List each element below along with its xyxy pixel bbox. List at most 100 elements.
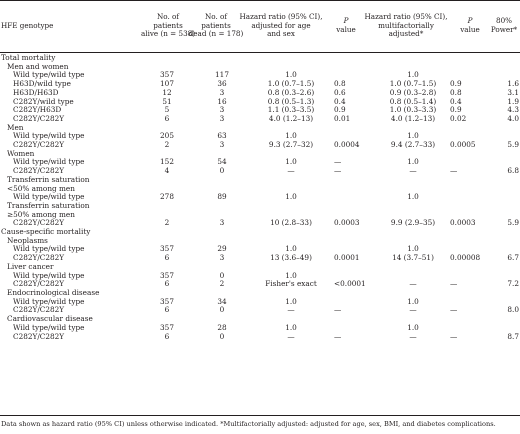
p-value-2: 0.02: [450, 114, 467, 123]
hazard-ratio-multifactorial: —: [409, 280, 417, 289]
hazard-ratio-multifactorial: [376, 315, 450, 324]
row-label: Wild type/wild type: [13, 71, 85, 80]
power-value: 4.0: [507, 114, 519, 123]
hazard-ratio-age-sex: 0.8 (0.3–2.6): [267, 88, 315, 97]
hazard-ratio-multifactorial: 1.0: [407, 245, 419, 254]
dead-count: 34: [217, 297, 227, 306]
p-value-1: 0.6: [334, 88, 346, 97]
p-value-1: 0.0003: [334, 219, 360, 228]
power-value: [490, 211, 520, 220]
alive-count: 6: [164, 280, 170, 289]
hazard-ratio-age-sex: 1.0: [285, 71, 297, 80]
hazard-ratio-age-sex: 1.0: [285, 297, 297, 306]
p-value-1: [334, 63, 376, 72]
hazard-ratio-multifactorial: [376, 237, 450, 246]
hazard-ratio-multifactorial: [376, 202, 450, 211]
alive-count: 278: [160, 193, 174, 202]
p-value-2: [450, 158, 490, 167]
dead-count: 3: [219, 141, 225, 150]
table-row: Wild type/wild type 357 34 1.0 1.0: [0, 298, 520, 307]
hazard-ratio-multifactorial: [376, 185, 450, 194]
power-value: 1.9: [507, 97, 519, 106]
dead-count: 0: [219, 167, 225, 176]
table-row: Women: [0, 150, 520, 159]
dead-count: [196, 124, 248, 133]
hazard-ratio-multifactorial: 4.0 (1.2–13): [390, 114, 436, 123]
p-value-2: [450, 54, 490, 63]
p-value-1: [334, 245, 376, 254]
hazard-ratio-multifactorial: [376, 150, 450, 159]
p-value-2: —: [450, 280, 458, 289]
p-value-1: [334, 202, 376, 211]
p-value-1: 0.0004: [334, 141, 360, 150]
alive-count: [138, 202, 196, 211]
p-value-2: [450, 202, 490, 211]
power-value: [490, 132, 520, 141]
alive-count: [138, 263, 196, 272]
table-row: <50% among men: [0, 185, 520, 194]
table-row: H63D/wild type 107 36 1.0 (0.7–1.5) 0.8 1.0 (…: [0, 80, 520, 89]
p-value-2: 0.9: [450, 80, 462, 89]
hazard-ratio-multifactorial: [376, 63, 450, 72]
row-label: Total mortality: [1, 54, 56, 62]
power-value: [490, 63, 520, 72]
power-value: 8.7: [507, 332, 519, 341]
dead-count: 3: [219, 88, 225, 97]
p-value-2: [450, 263, 490, 272]
alive-count: 2: [164, 141, 170, 150]
table-row: C282Y/H63D 5 3 1.1 (0.3–3.5) 0.9 1.0 (0.3–3.3…: [0, 106, 520, 115]
p-value-2: [450, 245, 490, 254]
dead-count: 28: [217, 323, 227, 332]
header-dead-line2: patients: [201, 20, 231, 30]
power-value: [490, 298, 520, 307]
dead-count: [196, 150, 248, 159]
alive-count: [138, 289, 196, 298]
dead-count: 0: [219, 306, 225, 315]
row-label: Men and women: [7, 62, 69, 71]
p-value-1: 0.4: [334, 97, 346, 106]
header-alive: No. of patients alive (n = 538): [128, 0, 208, 52]
p-value-1: [334, 315, 376, 324]
hazard-ratio-age-sex: [248, 228, 334, 237]
p-value-2: [450, 176, 490, 185]
row-label: Neoplasms: [7, 236, 48, 245]
hazard-ratio-multifactorial: 9.4 (2.7–33): [390, 141, 436, 150]
table-row: Transferrin saturation: [0, 176, 520, 185]
row-label: C282Y/C282Y: [13, 219, 65, 228]
dead-count: [196, 228, 248, 237]
power-value: [490, 272, 520, 281]
alive-count: 51: [162, 97, 172, 106]
row-label: C282Y/C282Y: [13, 332, 65, 341]
hazard-ratio-age-sex: 1.0: [285, 193, 297, 202]
power-value: [490, 193, 520, 202]
header-alive-line3: alive (n = 538): [140, 29, 196, 39]
header-alive-line2: patients: [153, 20, 183, 30]
row-label: C282Y/C282Y: [13, 114, 65, 123]
dead-count: [196, 211, 248, 220]
header-hr1-line3: and sex: [267, 29, 295, 39]
header-hr1-line1: Hazard ratio (95% CI),: [239, 12, 323, 22]
hazard-ratio-multifactorial: 14 (3.7–51): [392, 254, 434, 263]
alive-count: [138, 211, 196, 220]
alive-count: 357: [160, 71, 174, 80]
dead-count: [196, 289, 248, 298]
dead-count: [196, 185, 248, 194]
p-value-2: [450, 211, 490, 220]
alive-count: [138, 237, 196, 246]
power-value: 3.1: [507, 88, 519, 97]
dead-count: 117: [215, 71, 229, 80]
alive-count: 152: [160, 158, 174, 167]
alive-count: [138, 315, 196, 324]
p-value-1: [334, 54, 376, 63]
p-value-1: [334, 176, 376, 185]
alive-count: 6: [164, 306, 170, 315]
power-value: 7.2: [507, 280, 519, 289]
p-value-1: [334, 263, 376, 272]
table-row: Cause-specific mortality: [0, 228, 520, 237]
hazard-ratio-multifactorial: [376, 176, 450, 185]
alive-count: 6: [164, 254, 170, 263]
header-genotype: HFE genotype: [1, 0, 111, 52]
alive-count: [138, 228, 196, 237]
alive-count: 205: [160, 132, 174, 141]
hazard-ratio-age-sex: [248, 176, 334, 185]
